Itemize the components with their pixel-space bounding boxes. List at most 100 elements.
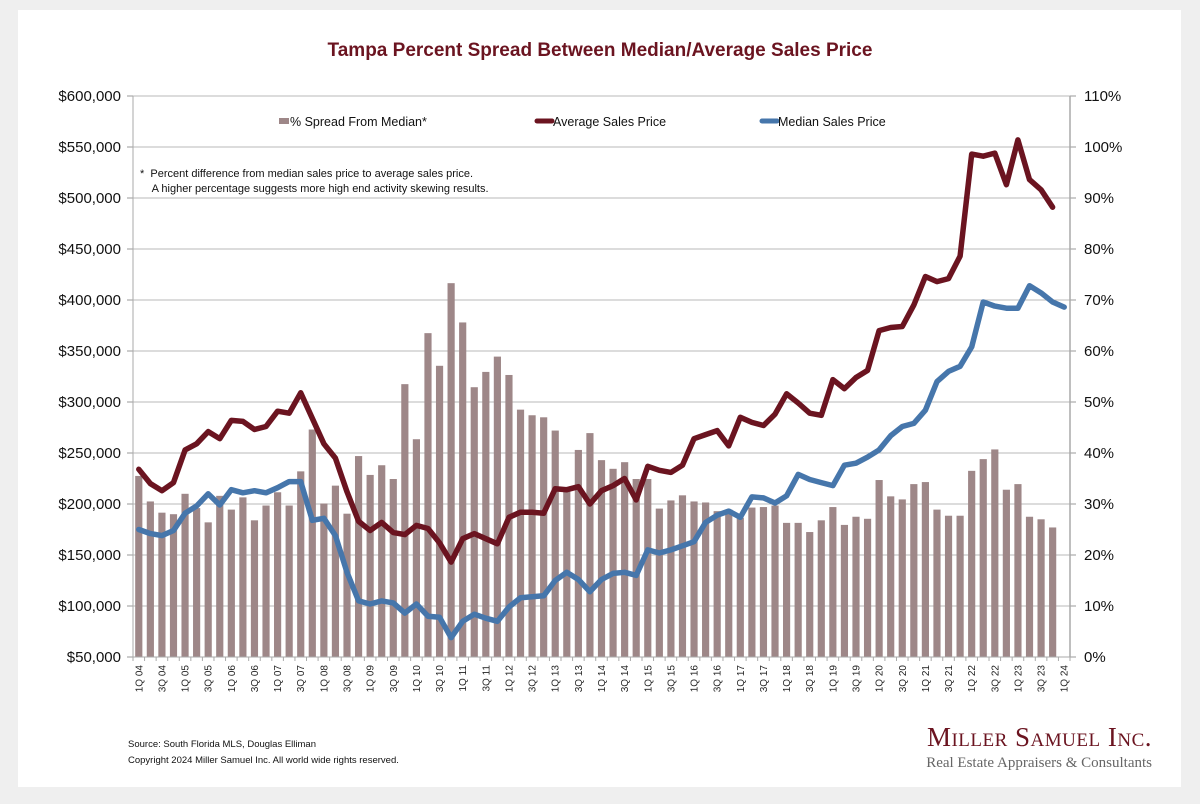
x-tick-label: 3Q 14: [620, 665, 631, 693]
left-tick-label: $450,000: [58, 241, 121, 258]
x-tick-label: 1Q 11: [458, 665, 469, 692]
footnote-line-2: A higher percentage suggests more high e…: [140, 183, 489, 195]
spread-bar: [320, 503, 328, 657]
spread-bar: [343, 513, 351, 657]
legend-label: Median Sales Price: [778, 115, 886, 129]
spread-bar: [354, 456, 363, 657]
spread-bar: [262, 505, 270, 657]
left-tick-label: $200,000: [58, 496, 121, 513]
spread-bar: [632, 479, 640, 657]
x-tick-label: 1Q 05: [181, 665, 192, 693]
spread-bar: [574, 449, 582, 657]
spread-bar: [250, 520, 259, 657]
spread-bar: [863, 518, 872, 657]
right-tick-label: 60%: [1084, 343, 1114, 360]
x-tick-label: 3Q 23: [1037, 665, 1048, 693]
x-tick-label: 1Q 16: [690, 665, 701, 693]
left-tick-label: $550,000: [58, 139, 121, 156]
spread-bar: [1002, 489, 1010, 657]
left-tick-label: $100,000: [58, 598, 121, 615]
x-tick-label: 1Q 17: [736, 665, 747, 693]
spread-bar: [667, 500, 675, 657]
x-tick-label: 3Q 20: [898, 665, 909, 693]
spread-bar: [493, 356, 501, 657]
spread-bar: [551, 430, 559, 657]
spread-bar: [910, 484, 918, 657]
right-tick-label: 100%: [1084, 139, 1122, 156]
spread-bar: [378, 465, 386, 657]
spread-bar: [956, 515, 964, 657]
x-tick-label: 1Q 20: [875, 665, 886, 693]
spread-bar: [135, 475, 143, 657]
spread-bar: [690, 501, 698, 657]
x-tick-label: 3Q 11: [481, 665, 492, 692]
spread-bar: [470, 387, 478, 657]
chart-title: Tampa Percent Spread Between Median/Aver…: [327, 40, 873, 61]
x-tick-label: 1Q 18: [782, 665, 793, 693]
spread-bar: [968, 470, 976, 657]
x-tick-label: 3Q 08: [343, 665, 354, 693]
spread-bar: [644, 479, 652, 657]
legend-swatch-bar: [279, 118, 289, 124]
x-tick-label: 3Q 06: [250, 665, 261, 693]
x-tick-label: 3Q 07: [296, 665, 307, 693]
source-line: Source: South Florida MLS, Douglas Ellim…: [128, 739, 316, 750]
x-tick-label: 3Q 18: [805, 665, 816, 693]
x-tick-label: 1Q 07: [273, 665, 284, 693]
x-tick-label: 1Q 08: [319, 665, 330, 693]
spread-bar: [308, 429, 316, 657]
x-tick-label: 1Q 19: [828, 665, 839, 693]
right-tick-label: 80%: [1084, 241, 1114, 258]
left-tick-label: $150,000: [58, 547, 121, 564]
x-tick-label: 3Q 13: [574, 665, 585, 693]
right-tick-label: 30%: [1084, 496, 1114, 513]
spread-bar: [516, 409, 525, 657]
spread-bar: [181, 493, 189, 657]
x-tick-label: 1Q 24: [1060, 665, 1071, 693]
x-tick-label: 3Q 17: [759, 665, 770, 693]
spread-bar: [736, 517, 744, 657]
spread-bar: [239, 497, 247, 657]
right-tick-label: 110%: [1084, 88, 1121, 105]
spread-bar: [274, 492, 282, 657]
spread-bar: [759, 507, 768, 657]
spread-bar: [898, 499, 906, 657]
x-tick-label: 1Q 04: [134, 665, 145, 693]
x-tick-label: 3Q 09: [389, 665, 400, 693]
right-tick-label: 70%: [1084, 292, 1114, 309]
spread-bar: [1037, 519, 1045, 657]
right-tick-label: 40%: [1084, 445, 1114, 462]
spread-bar: [435, 365, 444, 657]
footnote-line-1: * Percent difference from median sales p…: [140, 168, 474, 180]
brand-name: Miller Samuel Inc.: [926, 722, 1152, 752]
x-tick-label: 3Q 10: [435, 665, 446, 693]
x-tick-label: 1Q 15: [643, 665, 654, 693]
spread-bar: [944, 515, 953, 657]
spread-bar: [748, 507, 756, 657]
spread-bar: [297, 471, 305, 657]
spread-bar: [389, 479, 397, 657]
x-tick-label: 1Q 23: [1013, 665, 1024, 693]
spread-bar: [806, 532, 814, 657]
right-tick-label: 0%: [1084, 649, 1106, 666]
spread-bar: [204, 522, 212, 657]
spread-bar: [771, 505, 779, 657]
spread-bar: [979, 459, 987, 657]
x-tick-label: 3Q 15: [666, 665, 677, 693]
left-tick-label: $600,000: [58, 88, 121, 105]
spread-bar: [366, 474, 374, 657]
spread-bar: [713, 511, 721, 657]
spread-bar: [193, 508, 201, 657]
spread-bar: [424, 333, 432, 657]
spread-bar: [991, 449, 999, 657]
spread-bar: [597, 460, 606, 657]
spread-bar: [621, 462, 629, 657]
left-tick-label: $500,000: [58, 190, 121, 207]
spread-bar: [1025, 516, 1034, 657]
x-tick-label: 3Q 05: [204, 665, 215, 693]
spread-bar: [725, 509, 733, 657]
spread-bar: [1014, 484, 1022, 657]
x-tick-label: 3Q 04: [157, 665, 168, 693]
x-tick-label: 1Q 06: [227, 665, 238, 693]
